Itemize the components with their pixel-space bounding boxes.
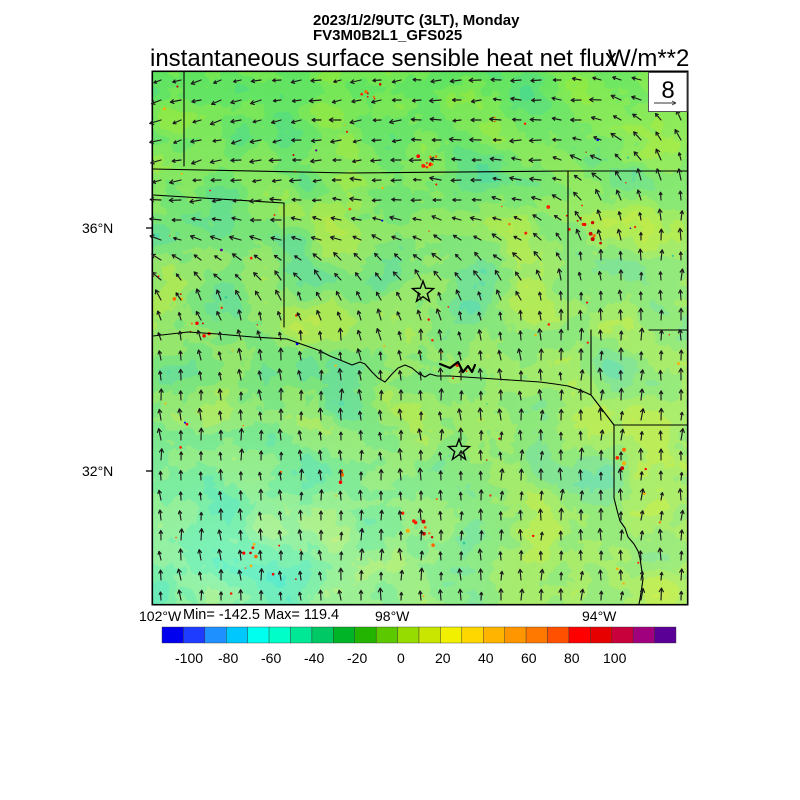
svg-text:8: 8 <box>661 77 674 104</box>
